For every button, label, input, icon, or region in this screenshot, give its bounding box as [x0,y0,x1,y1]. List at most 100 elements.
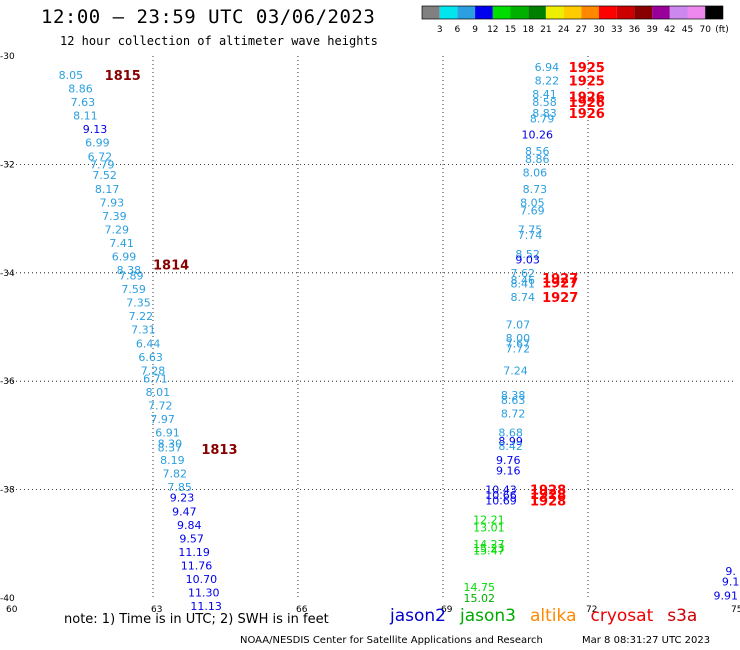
wave-height-value: 11.76 [181,559,213,572]
legend-swatch [475,6,493,19]
pass-time-label: 1926 [569,107,605,122]
legend-label: 15 [505,25,516,35]
pass-time-label: 1814 [153,259,189,274]
wave-height-value: 8.86 [525,153,550,166]
wave-height-value: 8.73 [523,183,548,196]
legend-label: 3 [437,25,443,35]
wave-height-value: 7.72 [148,400,173,413]
pass-time-label: 1928 [530,488,566,503]
longitude-label: 60 [6,605,18,615]
wave-height-value: 8.72 [501,408,526,421]
wave-height-value: 7.62 [511,267,536,280]
wave-height-value: 9.91 [714,589,739,602]
latitude-label: -32 [0,160,15,170]
legend-label: 45 [682,25,693,35]
wave-height-value: 8.11 [73,110,98,123]
footer-timestamp: Mar 8 08:31:27 UTC 2023 [582,635,711,646]
pass-time-label: 1813 [201,443,237,458]
legend-swatch [581,6,599,19]
wave-height-value: 8.05 [520,196,545,209]
pass-time-labels: 1815181418131925192519261926192619271927… [105,61,605,510]
legend-label: 6 [455,25,461,35]
wave-height-value: 8.63 [501,394,526,407]
legend-swatch [599,6,617,19]
longitude-label: 69 [441,605,453,615]
legend-label: 42 [664,25,675,35]
pass-time-label: 1927 [542,277,578,292]
wave-height-value: 7.35 [126,297,151,310]
wave-height-value: 7.79 [90,158,115,171]
legend-swatch [528,6,546,19]
wave-height-value: 8.06 [523,167,548,180]
wave-height-value: 14.27 [473,538,505,551]
wave-height-value: 6.91 [155,427,180,440]
wave-height-value: 8.37 [158,441,183,454]
satellite-cryosat: cryosat [590,606,654,626]
legend-swatch [457,6,476,19]
wave-height-value: 10.70 [186,573,218,586]
wave-height-value: 11.19 [178,546,210,559]
wave-height-map: 60 63 66 69 72 75-30-32-34-36-38-408.058.867.… [0,52,740,615]
wave-height-value: 10.26 [522,129,554,142]
pass-time-label: 1927 [542,291,578,306]
wave-height-value: 7.89 [119,270,144,283]
wave-height-value: 7.59 [121,283,146,296]
wave-height-value: 6.72 [88,150,113,163]
wave-height-value: 8.41 [511,278,536,291]
wave-height-value: 9.1 [722,576,740,589]
pass-time-label: 1925 [569,74,605,89]
legend-swatch [510,6,529,19]
legend-swatch [616,6,635,19]
wave-height-value: 8.19 [160,454,185,467]
satellite-altika: altika [530,606,577,626]
wave-height-value: 8.41 [532,88,557,101]
wave-height-value: 8.83 [532,107,557,120]
legend-swatch [563,6,582,19]
wave-height-value: 7.07 [506,318,531,331]
wave-height-value: 7.67 [506,337,531,350]
legend-swatch [492,6,511,19]
wave-height-value: 8.42 [498,440,523,453]
wave-height-value: 10.43 [485,484,517,497]
satellite-legend: jason2 jason3 altika cryosat s3a [390,606,711,626]
legend-label: 18 [522,25,534,35]
wave-height-value: 9.76 [496,454,521,467]
wave-height-value: 7.97 [150,413,175,426]
legend-label: 9 [472,25,478,35]
wave-height-value: 8.86 [68,83,93,96]
wave-height-value: 8.99 [498,435,523,448]
wave-height-value: 7.69 [520,204,545,217]
wave-height-value: 8.38 [501,389,526,402]
wave-height-value: 15.47 [473,544,505,557]
legend-swatch [669,6,688,19]
wave-height-value: 6.71 [143,372,168,385]
satellite-s3a: s3a [667,606,698,626]
wave-height-value: 7.41 [109,237,134,250]
legend-label: 30 [593,25,605,35]
wave-height-value: 8.30 [158,438,183,451]
wave-height-value: 8.22 [535,74,560,87]
graticule [8,56,733,598]
longitude-label: 63 [151,605,162,615]
legend-swatch [634,6,653,19]
latitude-label: -34 [0,269,15,279]
legend-label: 24 [558,25,570,35]
wave-height-points: 8.058.867.638.119.136.996.727.797.528.17… [59,61,740,613]
wave-height-value: 7.39 [102,210,127,223]
wave-height-value: 7.28 [141,364,166,377]
wave-height-value: 8.01 [146,386,171,399]
wave-height-value: 7.85 [167,481,192,494]
legend-label: 33 [611,25,622,35]
wave-height-value: 11.13 [190,600,222,613]
wave-height-value: 7.93 [100,196,125,209]
wave-height-value: 9.03 [515,253,540,266]
map-title: 12:00 — 23:59 UTC 03/06/2023 [41,6,376,28]
pass-time-label: 1927 [542,272,578,287]
wave-height-value: 8.74 [511,291,536,304]
longitude-label: 66 [296,605,308,615]
legend-swatch [439,6,458,19]
wave-height-value: 10.66 [485,489,517,502]
wave-height-value: 7.29 [105,223,130,236]
legend-label: 36 [629,25,641,35]
wave-height-value: 6.99 [85,137,110,150]
